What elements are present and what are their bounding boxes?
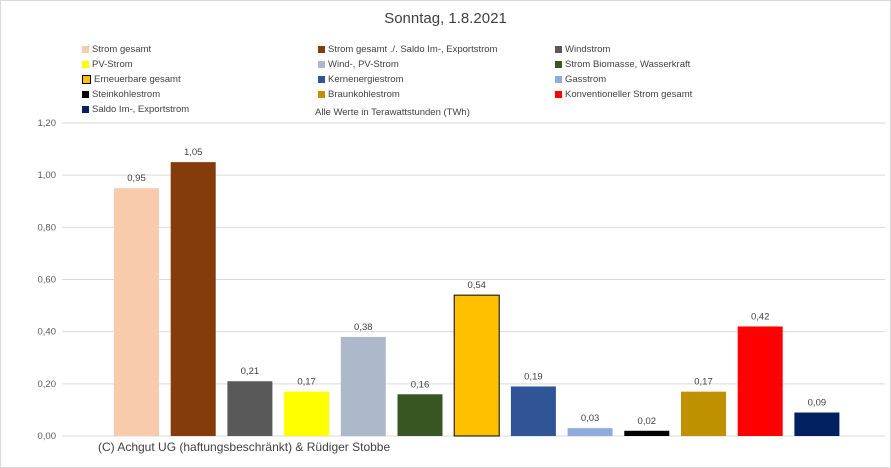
legend-swatch <box>82 106 89 113</box>
bar <box>227 381 273 436</box>
legend-item: Saldo Im-, Exportstrom <box>82 104 189 115</box>
data-label: 0,03 <box>581 413 600 424</box>
y-tick-label: 0,80 <box>38 222 57 233</box>
legend-swatch <box>82 46 89 53</box>
data-label: 0,38 <box>354 322 373 333</box>
bar <box>567 428 613 436</box>
legend-swatch <box>555 91 562 98</box>
legend-swatch <box>82 61 89 68</box>
y-tick-label: 0,40 <box>38 327 57 338</box>
bar <box>794 412 840 436</box>
legend-label: Strom Biomasse, Wasserkraft <box>565 59 691 70</box>
data-label: 0,19 <box>524 371 543 382</box>
legend-item: Strom Biomasse, Wasserkraft <box>555 59 690 70</box>
data-label: 0,54 <box>467 280 486 291</box>
bar <box>114 188 159 436</box>
legend-label: Windstrom <box>565 44 611 55</box>
legend-label: PV-Strom <box>92 59 133 70</box>
chart-title: Sonntag, 1.8.2021 <box>384 10 507 27</box>
legend-label: Strom gesamt ./. Saldo Im-, Exportstrom <box>328 44 498 55</box>
legend-item: Windstrom <box>555 44 610 55</box>
legend-label: Saldo Im-, Exportstrom <box>92 104 190 115</box>
y-tick-label: 1,20 <box>38 118 57 129</box>
data-label: 1,05 <box>184 147 203 158</box>
credit-text: (C) Achgut UG (haftungsbeschränkt) & Rüd… <box>98 440 391 454</box>
bar <box>170 162 216 436</box>
legend-item: Steinkohlestrom <box>82 89 160 100</box>
data-label: 0,02 <box>638 416 657 427</box>
legend-item: Konventioneller Strom gesamt <box>555 89 692 100</box>
legend-swatch <box>318 76 325 83</box>
data-label: 0,09 <box>808 398 827 409</box>
legend-item: PV-Strom <box>82 59 133 70</box>
legend-swatch <box>318 91 325 98</box>
data-label: 0,95 <box>127 173 146 184</box>
legend-item: Strom gesamt ./. Saldo Im-, Exportstrom <box>318 44 497 55</box>
y-tick-label: 0,60 <box>38 275 57 286</box>
y-tick-label: 0,20 <box>38 379 57 390</box>
legend-item: Erneuerbare gesamt <box>82 74 181 85</box>
legend-label: Gasstrom <box>565 74 607 85</box>
y-tick-label: 0,00 <box>38 431 57 442</box>
legend-label: Strom gesamt <box>92 44 152 55</box>
bar <box>510 386 556 436</box>
bar <box>397 394 443 436</box>
y-tick-label: 1,00 <box>38 170 57 181</box>
data-label: 0,17 <box>694 377 713 388</box>
legend-item: Kernenergiestrom <box>318 74 404 85</box>
legend-label: Braunkohlestrom <box>328 89 400 100</box>
legend-label: Erneuerbare gesamt <box>94 74 181 85</box>
legend-swatch <box>318 61 325 68</box>
legend-swatch <box>318 46 325 53</box>
bar <box>284 391 330 436</box>
units-note: Alle Werte in Terawattstunden (TWh) <box>315 107 470 118</box>
bar <box>681 391 726 436</box>
legend-swatch <box>555 76 562 83</box>
data-label: 0,21 <box>241 366 260 377</box>
legend-item: Strom gesamt <box>82 44 151 55</box>
legend-label: Kernenergiestrom <box>328 74 404 85</box>
legend-item: Wind-, PV-Strom <box>318 59 399 70</box>
legend-swatch <box>82 75 91 84</box>
legend-item: Gasstrom <box>555 74 606 85</box>
data-label: 0,16 <box>411 379 430 390</box>
bar <box>453 294 500 437</box>
legend-swatch <box>555 61 562 68</box>
bar <box>340 336 386 436</box>
bar <box>737 326 783 436</box>
data-label: 0,42 <box>751 311 770 322</box>
legend-label: Wind-, PV-Strom <box>328 59 399 70</box>
legend-swatch <box>555 46 562 53</box>
legend-label: Konventioneller Strom gesamt <box>565 89 693 100</box>
data-label: 0,17 <box>297 377 316 388</box>
legend-label: Steinkohlestrom <box>92 89 161 100</box>
legend-swatch <box>82 91 89 98</box>
bar <box>624 430 670 436</box>
legend-item: Braunkohlestrom <box>318 89 400 100</box>
